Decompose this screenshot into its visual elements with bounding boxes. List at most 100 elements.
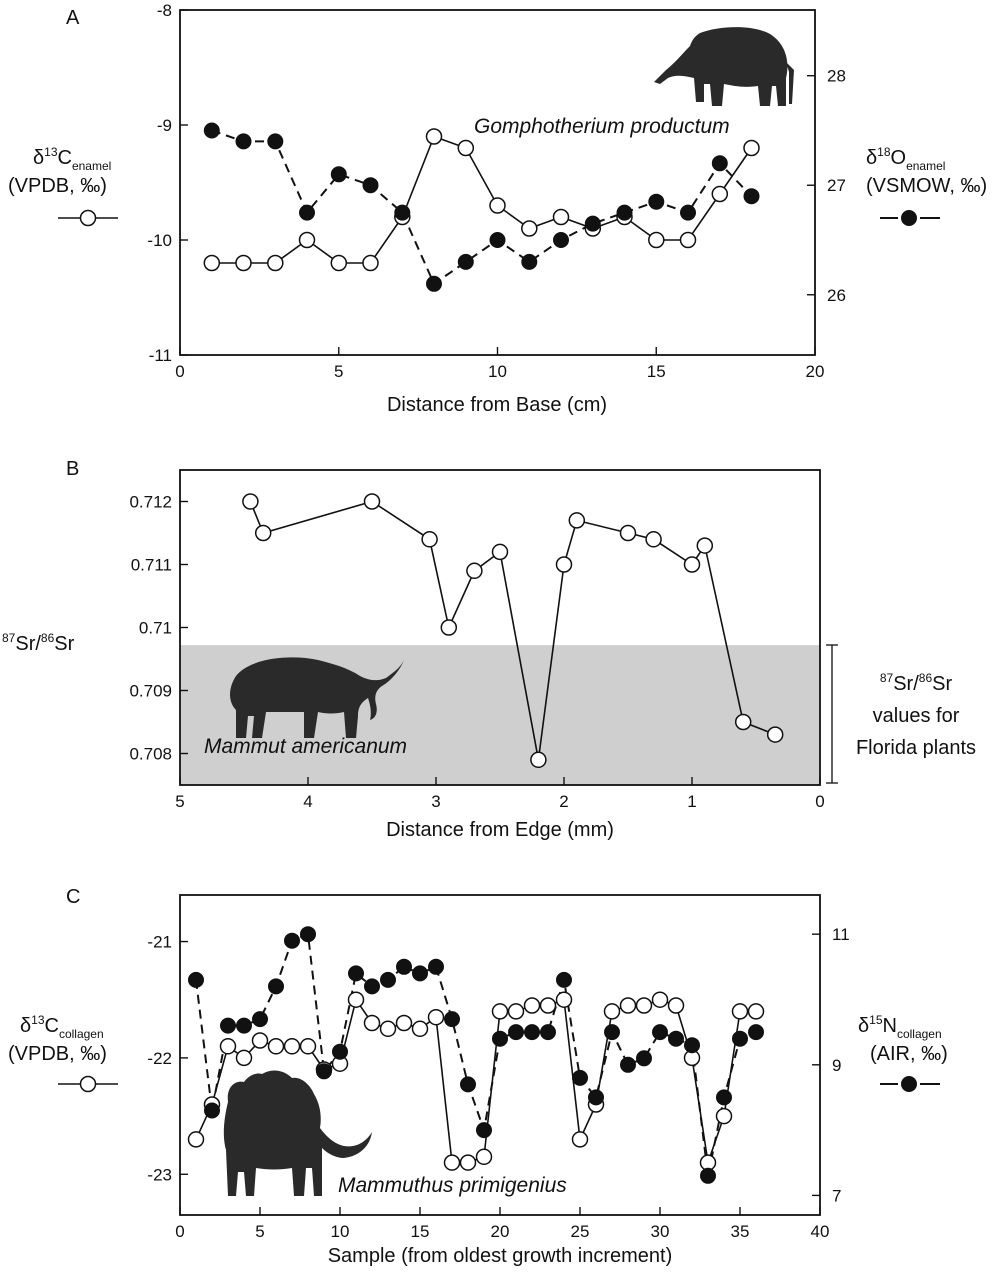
panel-a-series-1-point xyxy=(743,188,760,205)
panel-c-series-1-point xyxy=(396,958,412,975)
panel-b-ticks: 5 4 3 2 1 0 0.708 0.709 0.71 0.711 0.712 xyxy=(129,493,824,812)
panel-c-legend-right xyxy=(880,1076,940,1092)
panel-c-series-0-point xyxy=(635,997,653,1014)
gomphotherium-silhouette xyxy=(654,27,794,106)
panel-a-label: A xyxy=(66,7,80,29)
panel-c-series-0-point xyxy=(187,1131,205,1148)
panel-c-series-1-point xyxy=(604,1024,620,1041)
panel-c-series-0-point xyxy=(603,1003,621,1020)
panel-b-series-0-point xyxy=(568,512,586,529)
panel-c-xtick-label: 40 xyxy=(811,1222,830,1241)
panel-c-series-0-point xyxy=(571,1131,589,1148)
panel-c-series-0-point xyxy=(667,997,685,1014)
panel-c-series-1-point xyxy=(492,1030,508,1047)
panel-c-series-0-point xyxy=(715,1107,733,1125)
panel-c-ytick-right-label: 11 xyxy=(832,925,850,944)
panel-b-ytick-label: 0.71 xyxy=(139,619,172,638)
panel-a-series-1-point xyxy=(553,232,569,248)
panel-c-series-1-point xyxy=(444,1011,460,1028)
mammut-silhouette xyxy=(230,657,404,738)
panel-c-series-0-point xyxy=(539,997,557,1014)
mammuthus-silhouette xyxy=(223,1070,372,1196)
panel-c-ylabel-left: δ13Ccollagen xyxy=(20,1013,104,1041)
panel-b-series-0-point xyxy=(466,562,483,580)
panel-c-series-1-point xyxy=(236,1017,252,1034)
panel-a-series-1-point xyxy=(235,133,252,150)
panel-c-series-1-point xyxy=(748,1024,764,1041)
panel-c-series-1-point xyxy=(204,1102,220,1119)
panel-c-ylabel-left-units: (VPDB, ‰) xyxy=(8,1043,107,1065)
panel-a-series-0-point xyxy=(743,139,760,157)
panel-c-xtick-label: 25 xyxy=(571,1222,590,1241)
panel-b-xlabel: Distance from Edge (mm) xyxy=(386,819,614,841)
panel-a-xlabel: Distance from Base (cm) xyxy=(387,394,607,416)
panel-a-series-1-point xyxy=(426,275,442,292)
panel-b-ytick-label: 0.708 xyxy=(129,745,172,764)
panel-c-ytick-right-label: 7 xyxy=(832,1186,841,1205)
panel-a-series-1-point xyxy=(584,215,601,232)
panel-c-series-1-point xyxy=(412,965,428,982)
panel-a-series-0-point xyxy=(648,231,665,249)
panel-c-ytick-label: -23 xyxy=(147,1165,172,1184)
panel-b-ytick-label: 0.711 xyxy=(131,556,172,575)
florida-plants-bracket xyxy=(826,644,838,784)
panel-c-series-0-point xyxy=(555,991,573,1008)
panel-b-xtick-label: 1 xyxy=(687,792,696,811)
panel-b-series-0-point xyxy=(363,493,381,510)
panel-c-ytick-right-label: 9 xyxy=(832,1056,841,1075)
panel-a-series-0-point xyxy=(362,254,379,272)
panel-c-series-1-point xyxy=(380,971,396,988)
panel-c-series-0-point xyxy=(267,1038,285,1055)
panel-b-xtick-label: 5 xyxy=(175,792,184,811)
panel-a-ytick-label: -11 xyxy=(149,346,172,365)
panel-c-series-0-point xyxy=(731,1003,749,1020)
panel-c-series-1-point xyxy=(284,932,300,949)
panel-c-series-1-point xyxy=(220,1017,236,1034)
panel-a-series-0-point xyxy=(711,185,729,203)
panel-c-series-0-point xyxy=(459,1154,477,1171)
panel-b-xtick-label: 2 xyxy=(559,792,568,811)
panel-b-series-0-point xyxy=(491,543,509,561)
panel-c-series-0-point xyxy=(475,1148,493,1166)
panel-c-series-1-point xyxy=(652,1024,668,1041)
panel-a-ytick-right-label: 28 xyxy=(827,67,846,86)
panel-c-xtick-label: 10 xyxy=(331,1222,350,1241)
panel-b-series-0-point xyxy=(734,713,752,731)
panel-c-series-0-point xyxy=(427,1008,445,1026)
panel-b-band-label-line2: values for xyxy=(873,705,960,727)
panel-a-ytick-label: -10 xyxy=(147,231,172,250)
panel-b-xtick-label: 4 xyxy=(303,792,312,811)
panel-c-series-1-point xyxy=(508,1024,524,1041)
panel-c-legend-left xyxy=(58,1075,118,1093)
panel-a-series-1-point xyxy=(299,204,315,221)
panel-c-series-1-point xyxy=(316,1063,332,1080)
panel-a-xtick-label: 5 xyxy=(334,362,343,381)
panel-a-ylabel-right: δ18Oenamel xyxy=(866,145,945,173)
panel-a-marks xyxy=(203,122,760,292)
panel-c-series-0-point xyxy=(347,991,365,1008)
panel-a-series-1-point xyxy=(203,122,220,139)
panel-b-series-0-point xyxy=(683,556,701,573)
panel-a-xtick-label: 10 xyxy=(488,362,507,381)
panel-c-series-0-point xyxy=(651,991,669,1008)
panel-a-series-1-point xyxy=(267,133,284,150)
panel-b-series-0-point xyxy=(696,537,714,554)
panel-a-series-0-point xyxy=(552,208,570,226)
panel-b-series-0-point xyxy=(421,531,438,548)
panel-a-series-0-point xyxy=(679,231,697,249)
panel-c-series-1-point xyxy=(332,1043,348,1060)
panel-a-ytick-right-label: 26 xyxy=(827,286,846,305)
panel-a-series-1-point xyxy=(330,166,347,183)
panel-b-ylabel: 87Sr/86Sr xyxy=(2,631,75,655)
panel-c-ytick-label: -22 xyxy=(147,1049,172,1068)
panel-c-series-1-point xyxy=(572,1069,588,1086)
panel-c-series-0-point xyxy=(395,1014,413,1032)
panel-c-series-0-point xyxy=(523,997,541,1014)
panel-b-ytick-label: 0.712 xyxy=(129,493,172,512)
panel-c-xtick-label: 5 xyxy=(255,1222,264,1241)
panel-b-series-0-point xyxy=(555,556,573,573)
panel-c-series-1-point xyxy=(556,971,572,988)
panel-a-series-1-point xyxy=(680,204,696,221)
panel-c-series-0-point xyxy=(411,1020,429,1038)
panel-a-species: Gomphotherium productum xyxy=(474,115,730,138)
